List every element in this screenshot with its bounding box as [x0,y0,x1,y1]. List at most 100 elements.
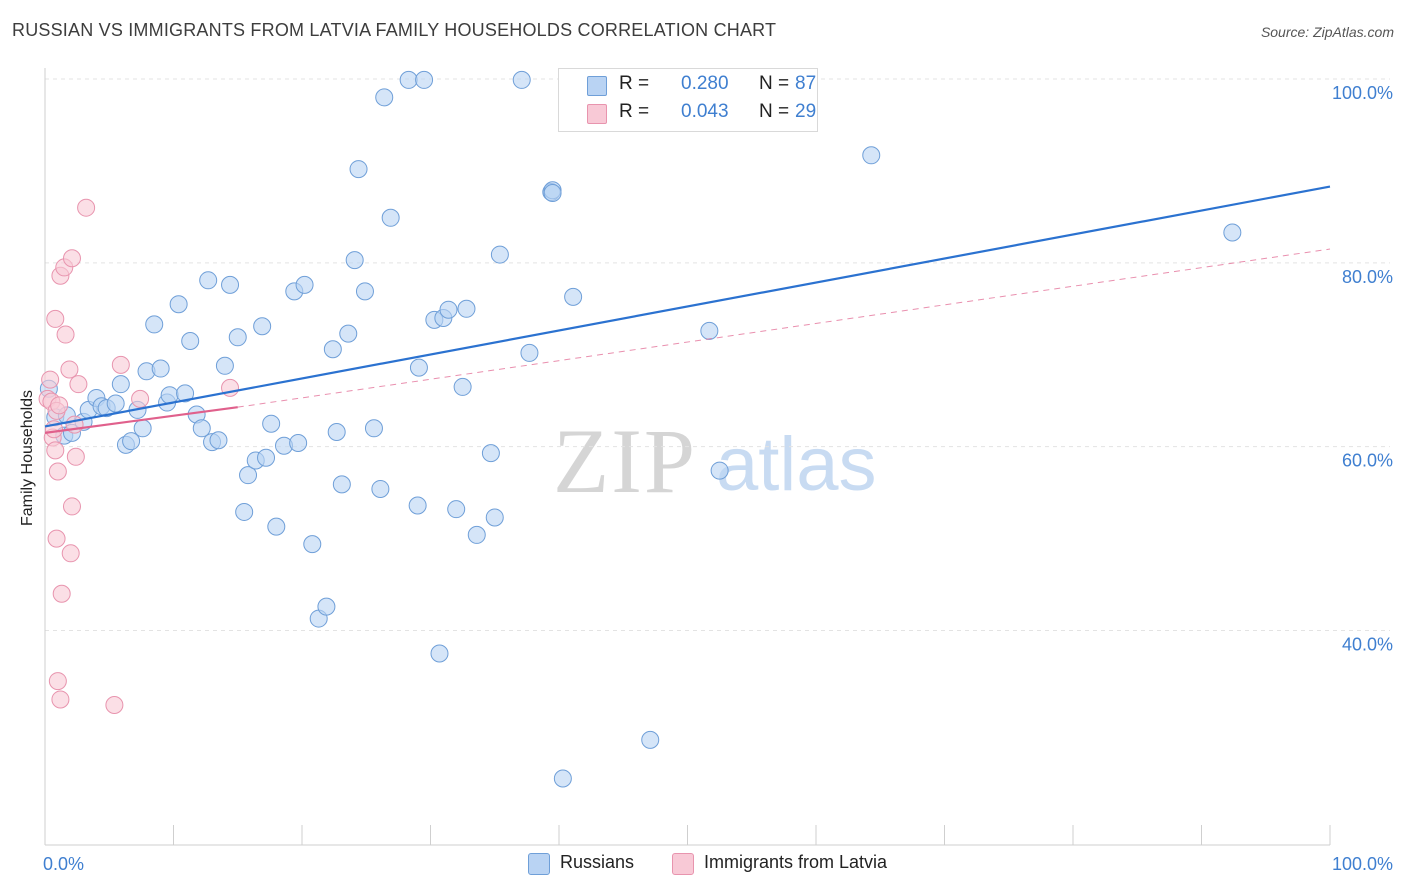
legend-swatch-latvia [672,853,694,875]
point-russians [267,517,286,536]
point-latvia [56,325,75,344]
point-russians [490,245,509,264]
point-russians [289,434,308,453]
point-russians [257,448,276,467]
stats-n-label: N = [759,73,790,94]
stats-swatch-latvia [587,104,607,124]
chart-source: Source: ZipAtlas.com [1260,24,1394,40]
watermark-atlas: atlas [716,422,877,507]
point-russians [512,70,531,89]
point-russians [133,419,152,438]
watermark-zip: ZIP [553,410,697,512]
point-latvia [61,544,80,563]
point-russians [409,358,428,377]
stats-r-label: R = [619,73,650,94]
point-russians [399,70,418,89]
point-latvia [48,462,67,481]
trendline-latvia [44,406,238,434]
point-latvia [51,690,70,709]
point-russians [345,251,364,270]
legend-label-russians: Russians [560,852,635,872]
point-latvia [46,441,65,460]
point-latvia [41,370,60,389]
point-russians [641,730,660,749]
point-russians [209,431,228,450]
stats-r-value: 0.280 [681,73,729,94]
point-russians [408,496,427,515]
point-latvia [105,695,124,714]
point-russians [467,525,486,544]
point-russians [710,461,729,480]
point-russians [447,500,466,519]
point-russians [303,535,322,554]
point-russians [295,275,314,294]
point-latvia [69,375,88,394]
point-russians [181,331,200,350]
stats-n-value: 87 [795,73,817,94]
point-latvia [62,497,81,516]
point-russians [253,317,272,336]
stats-r-label: R = [619,101,650,122]
point-russians [457,299,476,318]
point-russians [485,508,504,527]
point-russians [151,359,170,378]
x-tick-label: 100.0% [1332,854,1393,874]
point-russians [169,295,188,314]
point-russians [323,340,342,359]
point-russians [122,432,141,451]
point-russians [327,422,346,441]
point-russians [415,70,434,89]
y-tick-label: 40.0% [1342,635,1393,655]
point-russians [371,479,390,498]
stats-n-label: N = [759,101,790,122]
point-russians [215,356,234,375]
point-russians [381,208,400,227]
point-russians [199,271,218,290]
stats-swatch-russians [587,76,607,96]
point-russians [430,644,449,663]
point-russians [111,375,130,394]
point-russians [355,282,374,301]
point-russians [364,419,383,438]
y-tick-label: 60.0% [1342,451,1393,471]
point-latvia [66,447,85,466]
point-russians [375,88,394,107]
point-russians [439,300,458,319]
point-russians [520,343,539,362]
point-russians [228,328,247,347]
point-latvia [62,249,81,268]
point-latvia [46,309,65,328]
stats-box: R = 0.280 N = 87 R = 0.043 N = 29 [558,68,818,132]
stats-n-value: 29 [795,101,817,122]
point-latvia [60,360,79,379]
point-russians [1223,223,1242,242]
point-russians [332,475,351,494]
y-tick-label: 80.0% [1342,267,1393,287]
legend-label-latvia: Immigrants from Latvia [704,852,888,872]
point-russians [221,275,240,294]
point-russians [176,384,195,403]
x-tick-label: 0.0% [43,854,84,874]
point-russians [564,287,583,306]
point-russians [453,377,472,396]
point-latvia [47,529,66,548]
point-russians [349,160,368,179]
trendline-latvia-extended [237,248,1331,408]
point-latvia [131,389,150,408]
y-tick-label: 100.0% [1332,83,1393,103]
point-russians [317,597,336,616]
point-russians [145,315,164,334]
point-latvia [77,198,96,217]
point-russians [239,466,258,485]
point-russians [481,444,500,463]
point-russians [339,324,358,343]
point-russians [106,394,125,413]
point-russians [543,183,562,202]
point-russians [235,502,254,521]
point-latvia [111,355,130,374]
point-latvia [50,396,69,415]
y-axis-label: Family Households [19,389,36,527]
point-latvia [48,672,67,691]
point-latvia [52,584,71,603]
